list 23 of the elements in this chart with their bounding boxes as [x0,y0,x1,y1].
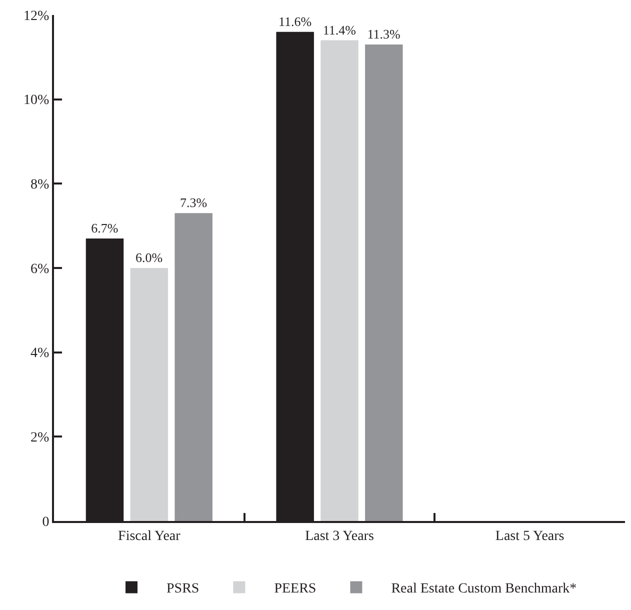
data-label: 11.6% [278,14,312,29]
data-label: 7.3% [180,195,208,210]
bar [320,40,358,521]
bar [130,268,168,521]
x-tick-label: Last 5 Years [495,528,564,544]
bar [174,213,212,521]
x-tick-label: Last 3 Years [305,528,374,544]
x-tick-label: Fiscal Year [118,528,181,544]
legend-label: PEERS [274,582,316,597]
data-label: 11.4% [322,22,356,38]
data-label: 11.3% [367,26,401,42]
y-tick-label: 6% [30,262,50,277]
y-tick-label: 8% [30,178,50,193]
y-tick-label: 12% [24,8,50,24]
legend-label: PSRS [166,582,200,597]
data-label: 6.7% [91,220,118,236]
bar [365,44,403,521]
data-label: 6.0% [136,250,163,265]
y-tick-label: 0 [42,514,50,530]
y-tick-label: 4% [30,346,50,362]
y-tick-label: 10% [24,93,50,108]
y-tick-label: 2% [30,430,50,446]
legend-label: Real Estate Custom Benchmark* [391,582,577,597]
